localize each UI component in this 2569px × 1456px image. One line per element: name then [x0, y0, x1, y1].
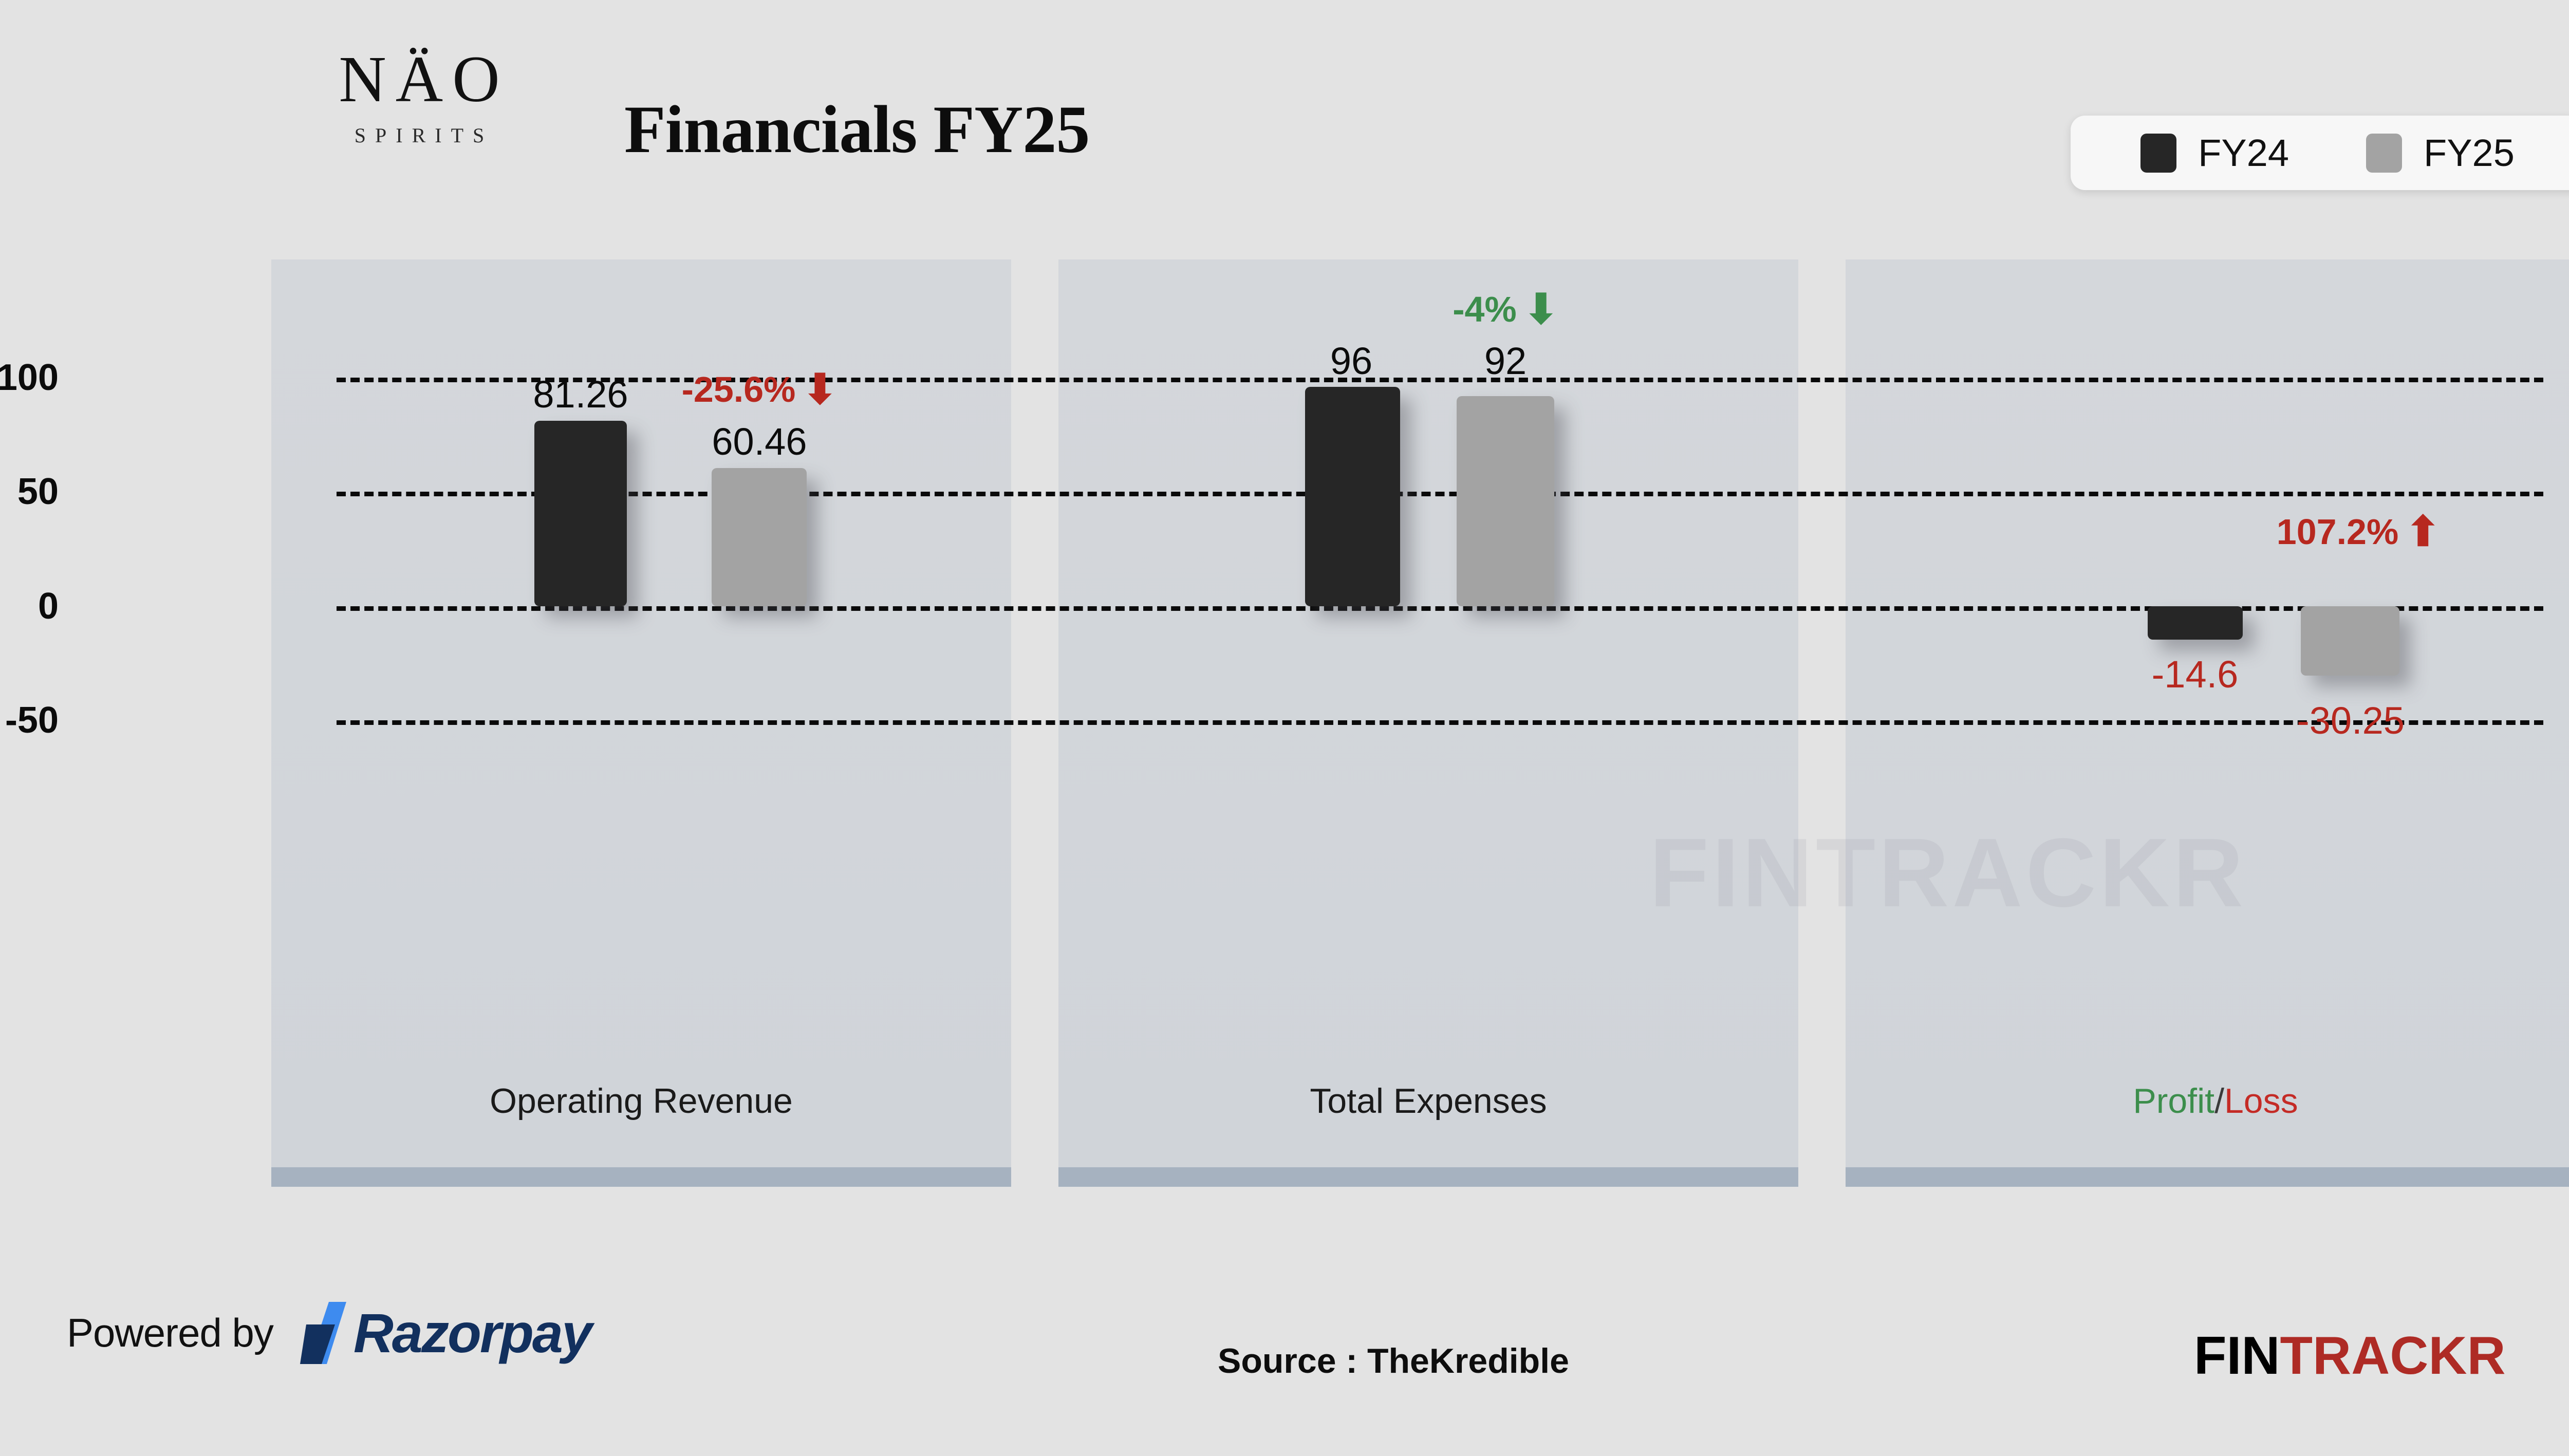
bar-value-fy24-operating-revenue: 81.26	[533, 373, 628, 416]
razorpay-logo: Razorpay	[297, 1301, 592, 1365]
powered-by-block: Powered by Razorpay	[67, 1301, 592, 1365]
gridline-0	[337, 606, 2543, 611]
arrow-down-icon: ⬇	[1523, 286, 1558, 332]
bar-value-fy25-profit-loss: -30.25	[2297, 699, 2405, 742]
legend-label-fy25: FY25	[2424, 132, 2515, 174]
gridline-neg50	[337, 720, 2543, 725]
panel-label-profit-loss: Profit/Loss	[1846, 1081, 2569, 1121]
razorpay-mark-icon	[300, 1302, 346, 1364]
panel-label-loss: Loss	[2224, 1081, 2298, 1121]
brand-tagline: SPIRITS	[354, 124, 494, 147]
panel-label-profit: Profit	[2133, 1081, 2215, 1121]
delta-text-profit-loss: 107.2%	[2276, 512, 2399, 552]
bar-value-fy25-operating-revenue: 60.46	[712, 420, 807, 463]
razorpay-wordmark: Razorpay	[353, 1302, 592, 1364]
arrow-up-icon: ⬆	[2406, 509, 2441, 554]
legend-label-fy24: FY24	[2198, 132, 2289, 174]
axis-tick-100: 100	[0, 357, 59, 398]
fintrackr-logo: FINTRACKR	[2194, 1326, 2506, 1387]
bar-fy25-total-expenses[interactable]	[1457, 396, 1554, 606]
bar-fy25-profit-loss[interactable]	[2301, 606, 2399, 676]
page-title: Financials FY25	[624, 91, 1090, 167]
bar-value-fy24-total-expenses: 96	[1330, 340, 1373, 382]
fintrackr-fin: FIN	[2194, 1326, 2280, 1386]
brand-logo: NÄO SPIRITS	[280, 46, 568, 147]
panel-base	[271, 1167, 1011, 1187]
chart-legend: FY24 FY25	[2071, 116, 2569, 190]
brand-wordmark: NÄO	[339, 43, 509, 116]
panel-base	[1058, 1167, 1798, 1187]
bar-fy24-total-expenses[interactable]	[1305, 387, 1400, 606]
delta-total-expenses: -4% ⬇	[1453, 289, 1558, 330]
bar-fy24-profit-loss[interactable]	[2148, 606, 2243, 640]
chart-area: Operating Revenue Total Expenses Profit/…	[0, 241, 2569, 1218]
arrow-down-icon: ⬇	[803, 366, 837, 412]
panel-label-total-expenses: Total Expenses	[1310, 1081, 1547, 1121]
legend-swatch-fy24	[2140, 133, 2177, 173]
panel-label-slash: /	[2214, 1081, 2224, 1121]
delta-text-operating-revenue: -25.6%	[681, 369, 796, 409]
bar-fy24-operating-revenue[interactable]	[534, 421, 627, 606]
panel-label-operating-revenue: Operating Revenue	[490, 1081, 793, 1121]
axis-tick-0: 0	[38, 586, 59, 627]
gridline-50	[337, 492, 2543, 496]
axis-tick-neg50: -50	[5, 700, 59, 741]
powered-by-label: Powered by	[67, 1310, 274, 1355]
bar-value-fy24-profit-loss: -14.6	[2151, 653, 2239, 696]
legend-item-fy25[interactable]: FY25	[2366, 131, 2515, 175]
bar-fy25-operating-revenue[interactable]	[712, 468, 807, 606]
gridline-100	[337, 378, 2543, 382]
legend-swatch-fy25	[2366, 133, 2402, 173]
header: NÄO SPIRITS Financials FY25 FY24 FY25	[0, 0, 2569, 241]
fintrackr-trackr: TRACKR	[2280, 1326, 2506, 1386]
delta-text-total-expenses: -4%	[1453, 289, 1517, 329]
source-label: Source : TheKredible	[1218, 1341, 1569, 1380]
delta-operating-revenue: -25.6% ⬇	[682, 369, 837, 410]
legend-item-fy24[interactable]: FY24	[2140, 131, 2289, 175]
delta-profit-loss: 107.2% ⬆	[2277, 511, 2440, 552]
axis-tick-50: 50	[17, 471, 59, 512]
panel-base	[1846, 1167, 2569, 1187]
bar-value-fy25-total-expenses: 92	[1484, 340, 1527, 382]
footer: Powered by Razorpay	[0, 1218, 2569, 1456]
